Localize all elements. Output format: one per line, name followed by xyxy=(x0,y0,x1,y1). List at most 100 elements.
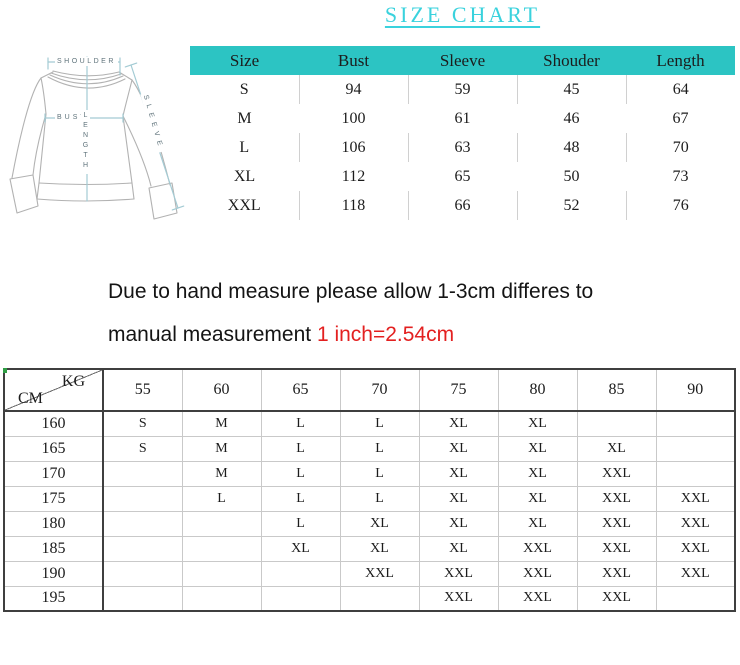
fit-size-cell: XXL xyxy=(655,535,736,562)
kg-cm-corner-cell: KG CM xyxy=(3,368,104,412)
fit-size-cell xyxy=(102,585,183,612)
weight-column-header: 75 xyxy=(418,368,499,412)
fit-size-cell xyxy=(655,435,736,462)
fit-size-cell: XXL xyxy=(497,585,578,612)
size-cell: XL xyxy=(233,167,256,185)
shoulder-column-header: Shouder xyxy=(517,46,626,75)
weight-column-header: 70 xyxy=(339,368,420,412)
bust-cell: 112 xyxy=(341,167,366,185)
fit-size-cell: M xyxy=(181,460,262,487)
length-cell: 76 xyxy=(625,191,735,220)
height-row-header: 175 xyxy=(3,485,104,512)
fit-size-cell: L xyxy=(260,460,341,487)
bust-cell: 106 xyxy=(298,133,408,162)
fit-size-cell xyxy=(102,560,183,587)
fit-size-cell: XL xyxy=(418,410,499,437)
length-cell: 70 xyxy=(625,133,735,162)
fit-size-cell xyxy=(102,485,183,512)
fit-size-cell: XXL xyxy=(576,560,657,587)
weight-column-header: 90 xyxy=(655,368,736,412)
size-table-row: M 100 61 46 67 xyxy=(190,104,735,133)
fit-size-cell xyxy=(102,510,183,537)
fit-size-cell: L xyxy=(260,510,341,537)
size-cell: M xyxy=(237,109,252,127)
kg-unit-label: KG xyxy=(61,373,85,390)
fit-table-row: 160 S M L L XL XL xyxy=(3,410,736,437)
fit-size-cell: XXL xyxy=(418,560,499,587)
size-cell: XXL xyxy=(227,196,261,214)
size-table-row: XL 112 65 50 73 xyxy=(190,162,735,191)
fit-size-cell: XXL xyxy=(655,485,736,512)
fit-size-cell: XXL xyxy=(576,585,657,612)
height-row-header: 170 xyxy=(3,460,104,487)
fit-size-cell xyxy=(181,585,262,612)
fit-table-body: 160 S M L L XL XL 165 S M L L XL xyxy=(3,410,736,612)
size-table-row: XXL 118 66 52 76 xyxy=(190,191,735,220)
bust-cell: 100 xyxy=(341,109,366,127)
size-table-body: S 94 59 45 64 M 100 61 46 67 L 106 xyxy=(190,75,735,220)
fit-size-cell xyxy=(181,535,262,562)
fit-size-cell xyxy=(102,460,183,487)
fit-size-cell xyxy=(260,585,341,612)
height-row-header: 190 xyxy=(3,560,104,587)
page-title: SIZE CHART xyxy=(384,2,541,27)
height-row-header: 160 xyxy=(3,410,104,437)
size-cell: L xyxy=(239,138,250,156)
length-column-header: Length xyxy=(626,46,735,75)
fit-size-cell xyxy=(655,585,736,612)
fit-size-cell: XXL xyxy=(497,560,578,587)
fit-size-cell: XL xyxy=(497,510,578,537)
fit-size-cell xyxy=(260,560,341,587)
fit-size-cell: XL xyxy=(418,435,499,462)
fit-table-head: KG CM 55 60 65 70 75 80 85 90 xyxy=(3,368,736,412)
shoulder-cell: 52 xyxy=(516,191,626,220)
fit-size-cell: XL xyxy=(260,535,341,562)
inch-conversion-text: 1 inch=2.54cm xyxy=(316,323,455,346)
size-cell: S xyxy=(239,80,249,98)
shoulder-cell: 50 xyxy=(563,167,580,185)
length-cell: 73 xyxy=(672,167,689,185)
fit-size-cell: L xyxy=(181,485,262,512)
weight-column-header: 85 xyxy=(576,368,657,412)
fit-size-cell: L xyxy=(260,435,341,462)
fit-size-cell xyxy=(576,410,657,437)
fit-size-cell: XXL xyxy=(655,510,736,537)
fit-size-cell: S xyxy=(102,410,183,437)
sleeve-column-header: Sleeve xyxy=(408,46,517,75)
size-table-header-row: Size Bust Sleeve Shouder Length xyxy=(190,46,735,75)
fit-table-row: 175 L L L XL XL XXL XXL xyxy=(3,485,736,512)
bust-measure-label: BUST xyxy=(55,113,90,122)
shoulder-cell: 48 xyxy=(516,133,626,162)
fit-size-cell: XL xyxy=(576,435,657,462)
weight-column-header: 65 xyxy=(260,368,341,412)
sleeve-cell: 59 xyxy=(407,75,517,104)
height-row-header: 195 xyxy=(3,585,104,612)
bust-cell: 118 xyxy=(298,191,408,220)
fit-size-cell: L xyxy=(260,485,341,512)
fit-size-cell: XL xyxy=(418,510,499,537)
fit-size-cell: XL xyxy=(497,460,578,487)
fit-table-row: 185 XL XL XL XXL XXL XXL xyxy=(3,535,736,562)
fit-size-cell: L xyxy=(339,435,420,462)
fit-size-cell xyxy=(339,585,420,612)
measurement-note: Due to hand measure please allow 1-3cm d… xyxy=(108,270,593,356)
height-row-header: 185 xyxy=(3,535,104,562)
fit-size-cell: XL xyxy=(418,485,499,512)
fit-size-cell: S xyxy=(102,435,183,462)
bust-cell: 94 xyxy=(298,75,408,104)
fit-size-cell: XXL xyxy=(576,460,657,487)
fit-size-cell xyxy=(102,535,183,562)
fit-size-cell: XL xyxy=(418,535,499,562)
height-row-header: 180 xyxy=(3,510,104,537)
sleeve-cell: 61 xyxy=(454,109,471,127)
sleeve-cell: 63 xyxy=(407,133,517,162)
bust-column-header: Bust xyxy=(299,46,408,75)
fit-size-cell: XL xyxy=(418,460,499,487)
length-cell: 67 xyxy=(672,109,689,127)
fit-table-row: 165 S M L L XL XL XL xyxy=(3,435,736,462)
fit-size-cell: M xyxy=(181,410,262,437)
sweater-measurement-diagram: SHOULDER BUST LENGTH SLEEVE xyxy=(0,28,200,233)
fit-size-cell: L xyxy=(339,485,420,512)
shoulder-cell: 45 xyxy=(516,75,626,104)
